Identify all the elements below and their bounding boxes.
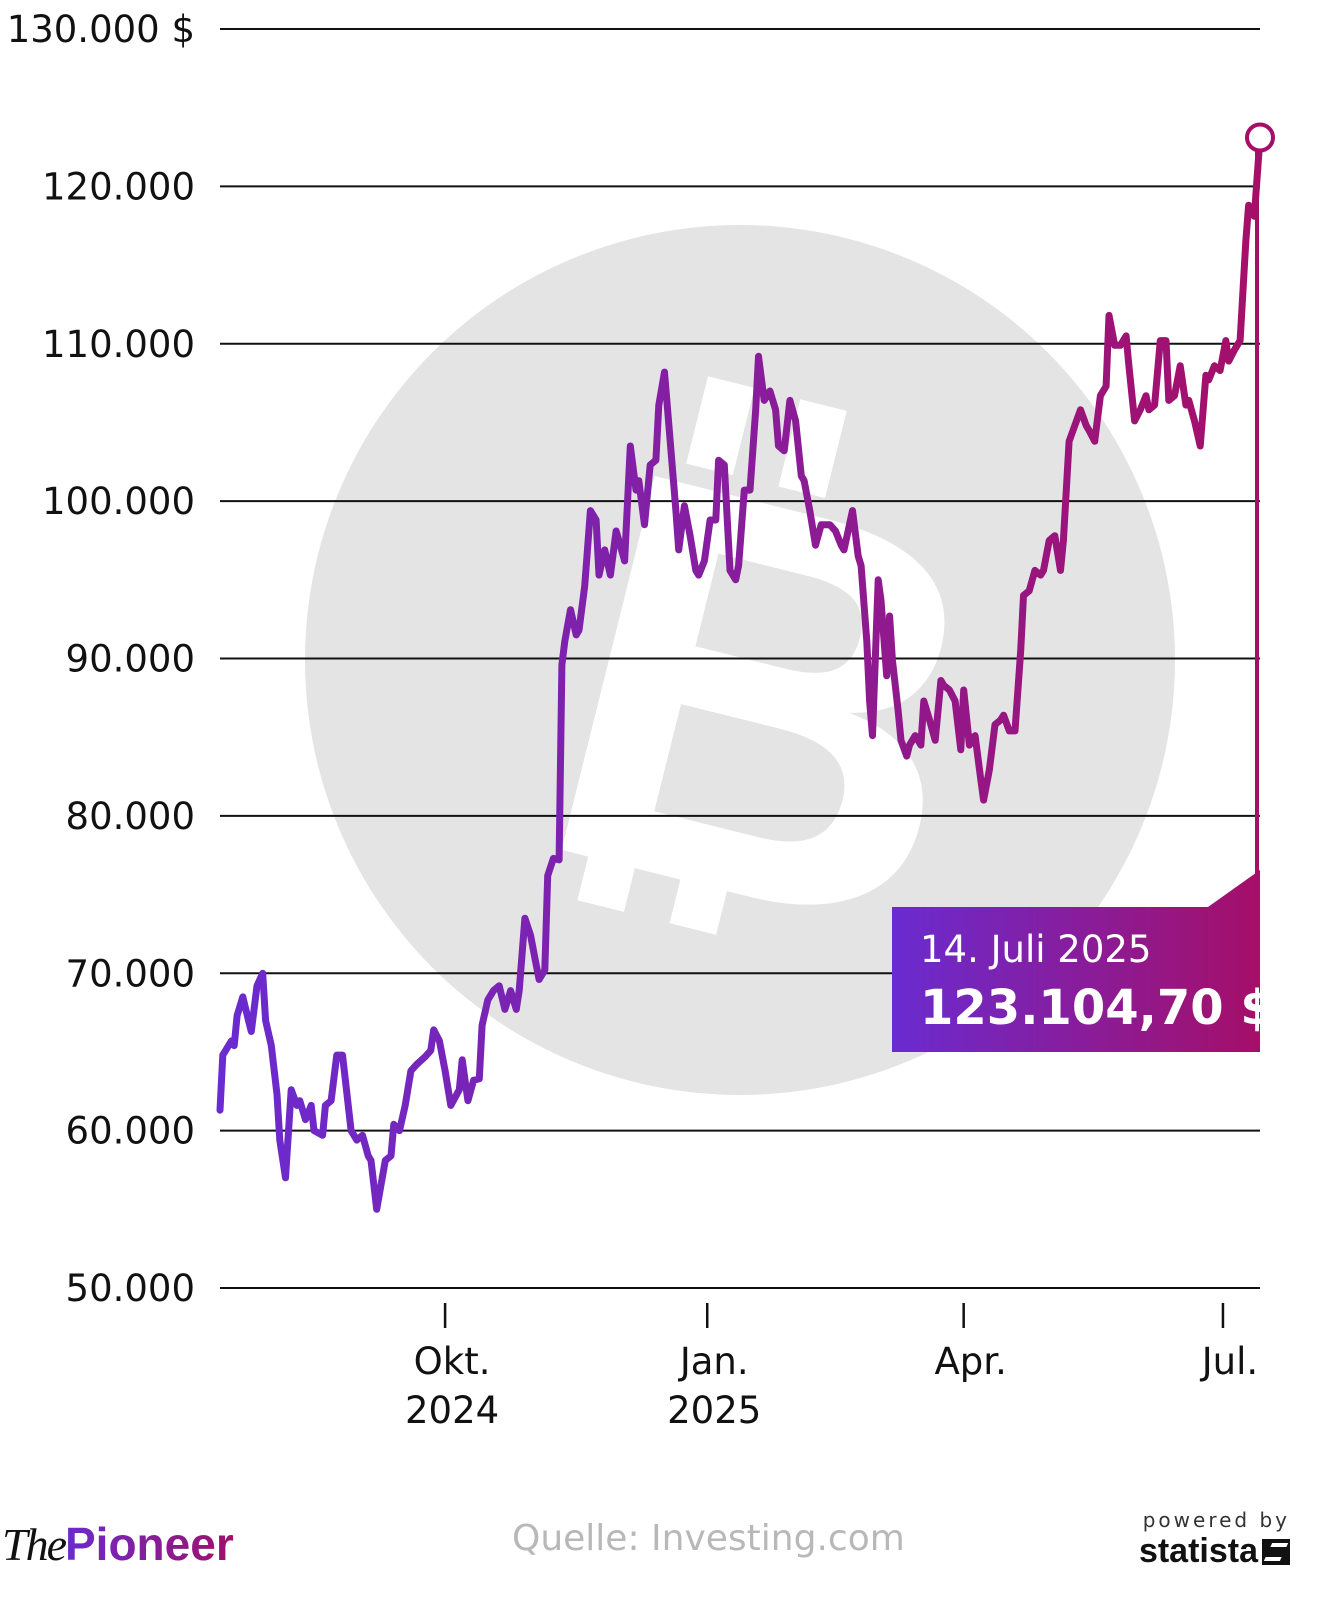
y-tick-label: 90.000 (66, 638, 195, 681)
statista-wordmark: statista (1138, 1532, 1258, 1570)
y-tick-label: 60.000 (66, 1110, 195, 1153)
callout-value: 123.104,70 $ (920, 980, 1274, 1036)
source-note: Quelle: Investing.com (512, 1518, 905, 1559)
bitcoin-price-chart: B 130.000 $120.000110.000100.00090.00080… (7, 8, 1275, 1432)
the-pioneer-logo: ThePioneer (2, 1517, 234, 1597)
y-tick-label: 130.000 $ (7, 8, 195, 51)
callout-date: 14. Juli 2025 (920, 928, 1151, 971)
x-tick-year-label: 2025 (667, 1389, 761, 1432)
latest-value-callout: 14. Juli 2025 123.104,70 $ (892, 870, 1274, 1052)
x-tick-label: Apr. (934, 1340, 1006, 1383)
price-line (216, 134, 1264, 1213)
y-tick-label: 80.000 (66, 795, 195, 838)
x-tick-year-label: 2024 (405, 1389, 499, 1432)
statista-icon (1262, 1538, 1290, 1565)
y-tick-label: 70.000 (66, 952, 195, 995)
y-tick-label: 50.000 (66, 1267, 195, 1310)
y-tick-label: 100.000 (42, 480, 195, 523)
y-tick-label: 120.000 (42, 165, 195, 208)
x-tick-label: Jan. (678, 1340, 749, 1383)
statista-logo: powered by statista (1139, 1508, 1290, 1588)
powered-by-label: powered by (1142, 1508, 1290, 1532)
y-tick-label: 110.000 (42, 323, 195, 366)
x-tick-label: Okt. (414, 1340, 491, 1383)
logo-the: The (2, 1519, 67, 1570)
latest-value-marker (1245, 122, 1275, 153)
logo-pioneer: Pioneer (65, 1518, 234, 1570)
x-tick-label: Jul. (1200, 1340, 1258, 1383)
